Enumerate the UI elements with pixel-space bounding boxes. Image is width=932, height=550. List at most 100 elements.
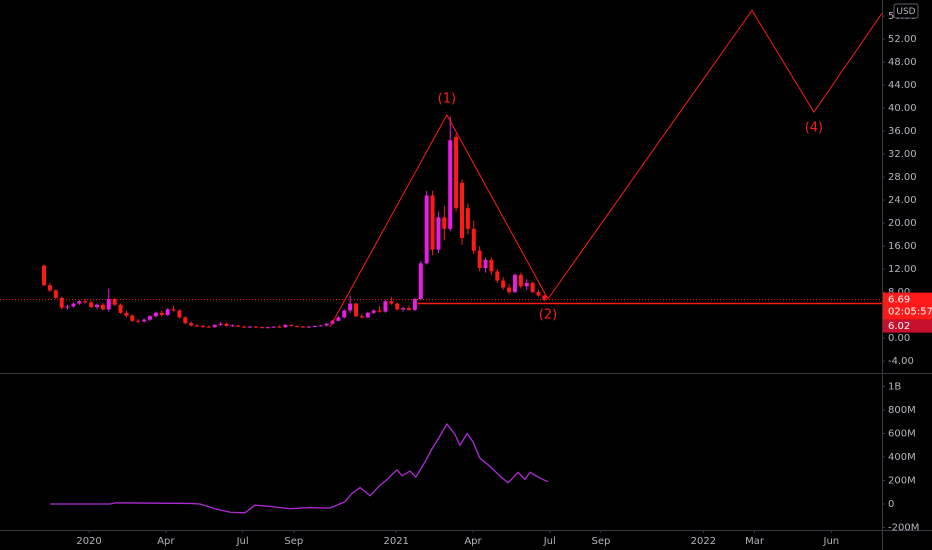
candle-body [324, 323, 329, 326]
candle-body [471, 228, 476, 251]
candle-body [401, 308, 406, 310]
candle-body [283, 324, 288, 328]
candle-body [218, 323, 223, 325]
y-tick-label: 0 [888, 499, 894, 510]
y-tick-label: 800M [888, 405, 916, 416]
candle-body [259, 327, 264, 329]
candle-body [530, 282, 535, 293]
candle-body [153, 312, 158, 317]
candle-body [189, 323, 194, 326]
candle-body [100, 304, 105, 310]
candle-body [342, 310, 347, 318]
candle-body [253, 326, 258, 328]
candle-body [136, 320, 141, 322]
candle-body [395, 303, 400, 310]
candle-body [407, 308, 412, 310]
candle-body [47, 285, 52, 291]
candle-body [459, 182, 464, 239]
candle-body [489, 259, 494, 272]
candle-body [53, 290, 58, 298]
candle-body [230, 325, 235, 327]
candle-body [65, 306, 70, 308]
candle-body [271, 326, 276, 328]
candle-body [318, 325, 323, 327]
candle-body [195, 325, 200, 327]
candle-body [71, 303, 76, 307]
candle-body [448, 140, 453, 229]
wave-label: (4) [805, 121, 823, 136]
candle-body [142, 319, 147, 322]
candle-body [524, 282, 529, 287]
candle-body [418, 263, 423, 299]
candle-body [377, 310, 382, 312]
candle-body [383, 301, 388, 312]
y-tick-label: 400M [888, 452, 916, 463]
last-price-box [883, 292, 932, 320]
candle-body [412, 298, 417, 310]
y-tick-label: 20.00 [888, 218, 917, 229]
candle-body [95, 304, 100, 308]
x-tick-label: Mar [745, 536, 765, 547]
candle-body [477, 250, 482, 268]
x-tick-label: Sep [592, 536, 611, 547]
candle-body [248, 326, 253, 328]
candle-body [171, 309, 176, 311]
y-tick-label: 28.00 [888, 172, 917, 183]
candle-body [112, 298, 117, 305]
candle-body [242, 326, 247, 328]
x-tick-label: Jun [823, 536, 840, 547]
y-tick-label: 48.00 [888, 57, 917, 68]
candle-body [507, 287, 512, 293]
ray-price-box [883, 319, 932, 333]
candle-body [306, 326, 311, 328]
candle-body [483, 259, 488, 268]
x-tick-label: Apr [464, 536, 482, 547]
currency-label: USD [896, 7, 915, 17]
currency-box[interactable] [893, 3, 919, 19]
candle-body [436, 217, 441, 250]
candle-body [295, 326, 300, 328]
y-tick-label: 0.00 [888, 333, 910, 344]
candle-body [124, 312, 129, 316]
candle-body [424, 195, 429, 264]
wave-label: (1) [438, 91, 456, 106]
candle-body [359, 316, 364, 318]
indicator-line [50, 422, 549, 514]
x-tick-label: Jul [236, 536, 249, 547]
candle-body [130, 315, 135, 321]
ray-price-label: 6.02 [888, 321, 910, 332]
candle-body [83, 301, 88, 303]
candle-body [442, 217, 447, 229]
y-tick-label: -200M [888, 523, 919, 534]
candle-body [354, 303, 359, 317]
y-tick-label: 12.00 [888, 264, 917, 275]
candle-body [518, 274, 523, 287]
candle-body [89, 302, 94, 308]
candle-body [212, 324, 217, 328]
candle-body [371, 310, 376, 313]
candle-body [265, 327, 270, 329]
x-tick-label: 2020 [76, 536, 101, 547]
candle-body [118, 304, 123, 313]
x-tick-label: 2022 [691, 536, 716, 547]
y-tick-label: 16.00 [888, 241, 917, 252]
y-tick-label: 32.00 [888, 149, 917, 160]
candle-body [224, 323, 229, 327]
y-tick-label: -4.00 [888, 356, 914, 367]
x-tick-label: Jul [543, 536, 556, 547]
y-tick-label: 200M [888, 476, 916, 487]
candle-body [59, 297, 64, 308]
candle-body [147, 316, 152, 320]
x-tick-label: 2021 [383, 536, 408, 547]
countdown-label: 02:05:57 [888, 307, 932, 318]
candle-body [312, 326, 317, 328]
candle-body [277, 326, 282, 328]
candle-body [536, 292, 541, 296]
candle-body [501, 280, 506, 288]
x-tick-label: Sep [284, 536, 303, 547]
candle-body [301, 326, 306, 328]
candle-body [106, 298, 111, 310]
candle-body [348, 303, 353, 311]
